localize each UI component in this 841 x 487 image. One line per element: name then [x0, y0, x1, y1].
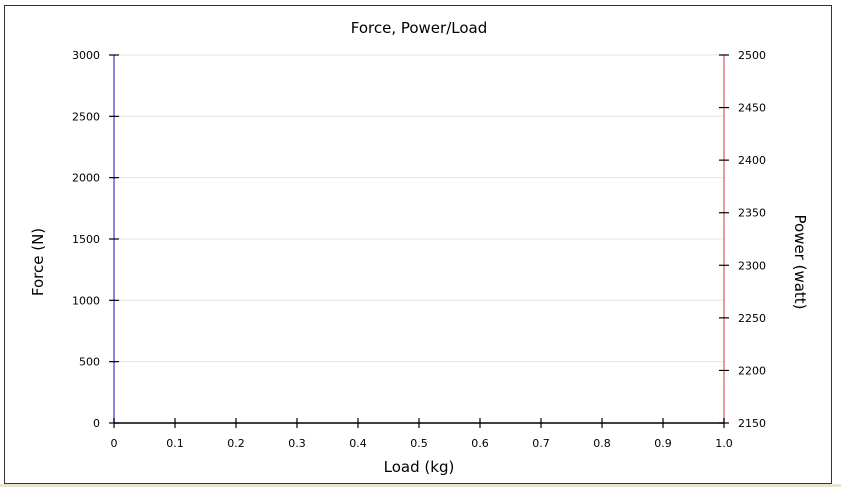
y2-tick-label-0: 2150: [738, 417, 766, 430]
y-tick-label-3: 1500: [72, 233, 100, 246]
y2-axis-label: Power (watt): [791, 214, 809, 309]
x-tick-label-10: 1.0: [715, 437, 733, 450]
x-tick-label-9: 0.9: [654, 437, 672, 450]
y-tick-label-4: 2000: [72, 172, 100, 185]
y-tick-label-1: 500: [79, 356, 100, 369]
bottom-strip: [0, 484, 841, 487]
y2-tick-label-7: 2500: [738, 49, 766, 62]
chart-title: Force, Power/Load: [351, 19, 488, 37]
x-tick-label-3: 0.3: [288, 437, 306, 450]
y2-tick-label-2: 2250: [738, 312, 766, 325]
y-axis-label: Force (N): [29, 228, 47, 296]
ticks: [109, 54, 729, 428]
y-tick-label-0: 0: [93, 417, 100, 430]
tick-labels: 0 500 1000 1500 2000 2500 3000 2150 2200 2250 2300…: [72, 49, 766, 450]
x-tick-label-6: 0.6: [471, 437, 489, 450]
y2-tick-label-5: 2400: [738, 154, 766, 167]
y2-tick-label-6: 2450: [738, 102, 766, 115]
x-tick-label-2: 0.2: [227, 437, 245, 450]
y-tick-label-2: 1000: [72, 294, 100, 307]
x-tick-label-0: 0: [111, 437, 118, 450]
y-tick-label-5: 2500: [72, 110, 100, 123]
x-tick-label-4: 0.4: [349, 437, 367, 450]
y2-tick-label-4: 2350: [738, 207, 766, 220]
y2-tick-label-3: 2300: [738, 259, 766, 272]
x-tick-label-8: 0.8: [593, 437, 611, 450]
y2-tick-label-1: 2200: [738, 364, 766, 377]
y-tick-label-6: 3000: [72, 49, 100, 62]
x-tick-label-7: 0.7: [532, 437, 550, 450]
grid-lines: [114, 54, 724, 363]
x-tick-label-5: 0.5: [410, 437, 428, 450]
chart-frame: [4, 5, 832, 484]
x-tick-label-1: 0.1: [166, 437, 184, 450]
x-axis-label: Load (kg): [384, 458, 455, 476]
